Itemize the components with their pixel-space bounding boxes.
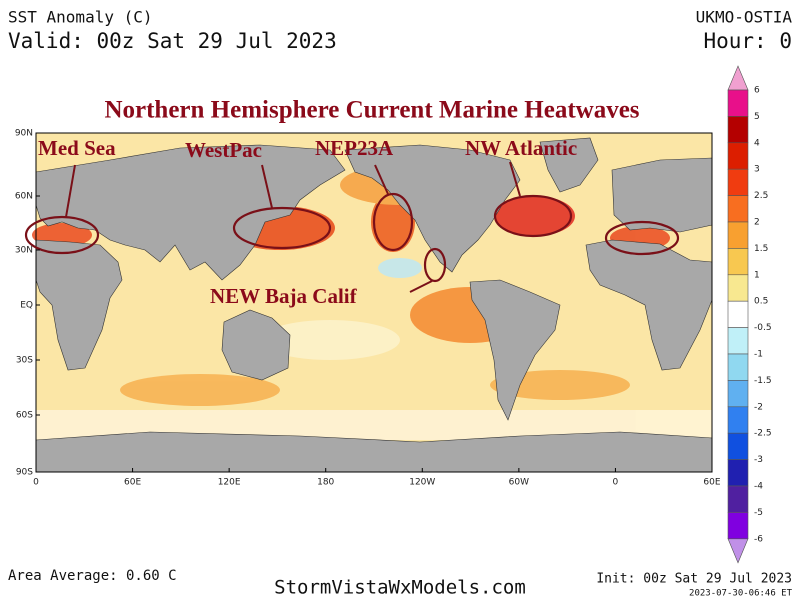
colorbar-bin <box>727 327 749 355</box>
init-time: Init: 00z Sat 29 Jul 2023 <box>596 572 792 587</box>
colorbar-bin <box>727 432 749 460</box>
lat-label: EQ <box>20 301 33 311</box>
source: UKMO-OSTIA <box>696 8 793 27</box>
colorbar-label: -2.5 <box>754 429 772 439</box>
colorbar-bin <box>727 168 749 196</box>
colorbar-label: -6 <box>754 534 763 544</box>
lon-label: 0 <box>33 478 39 488</box>
colorbar-bin <box>727 485 749 513</box>
lon-label: 60W <box>509 478 529 488</box>
colorbar-label: 6 <box>754 86 760 96</box>
map <box>24 132 713 473</box>
colorbar-label: 2.5 <box>754 191 768 201</box>
colorbar-label: -0.5 <box>754 323 772 333</box>
colorbar-bin <box>727 380 749 408</box>
colorbar-label: 1 <box>754 270 760 280</box>
header-title: SST Anomaly (C) <box>8 8 153 27</box>
region-label: NW Atlantic <box>465 136 577 160</box>
annotation-title: Northern Hemisphere Current Marine Heatw… <box>104 97 639 124</box>
lon-label: 0 <box>613 478 619 488</box>
lon-label: 120E <box>218 478 241 488</box>
colorbar-label: -5 <box>754 508 763 518</box>
colorbar-label: 2 <box>754 218 760 228</box>
colorbar-bin <box>727 142 749 170</box>
site-name: StormVistaWxModels.com <box>274 577 526 599</box>
colorbar-label: 0.5 <box>754 297 768 307</box>
colorbar-bin <box>727 89 749 117</box>
colorbar-bin <box>727 459 749 487</box>
colorbar-label: -1.5 <box>754 376 772 386</box>
region-label: NEW Baja Calif <box>210 284 358 308</box>
colorbar-label: -4 <box>754 482 763 492</box>
colorbar-bin <box>727 353 749 381</box>
area-average: Area Average: 0.60 C <box>8 568 177 584</box>
colorbar: 6 5 4 3 2.5 2 1.5 1 0.5 -0.5 -1 -1.5 -2 -2.5 -3 -4 -5 -6 <box>727 65 772 564</box>
map-frame <box>35 132 713 473</box>
colorbar-label: 1.5 <box>754 244 768 254</box>
colorbar-bin <box>727 512 749 540</box>
lon-label: 180 <box>317 478 334 488</box>
heatwave-rings <box>24 161 680 293</box>
colorbar-label: 5 <box>754 112 760 122</box>
lat-label: 60N <box>15 192 33 202</box>
valid-time: Valid: 00z Sat 29 Jul 2023 <box>8 29 337 53</box>
colorbar-label: 3 <box>754 165 760 175</box>
colorbar-bin <box>727 221 749 249</box>
land <box>35 137 713 473</box>
lat-label: 30N <box>15 246 33 256</box>
lat-label: 90S <box>16 468 33 478</box>
lon-label: 60E <box>124 478 141 488</box>
colorbar-bin <box>727 406 749 434</box>
lat-label: 90N <box>15 129 33 139</box>
region-label: Med Sea <box>38 136 116 160</box>
colorbar-bin <box>727 274 749 302</box>
colorbar-label: -3 <box>754 455 763 465</box>
colorbar-bin <box>727 248 749 276</box>
timestamp: 2023-07-30-06:46 ET <box>689 589 793 599</box>
colorbar-cap <box>727 65 749 91</box>
colorbar-bin <box>727 195 749 223</box>
region-label: WestPac <box>185 138 262 162</box>
colorbar-bin <box>727 300 749 328</box>
colorbar-label: 4 <box>754 138 760 148</box>
hour: Hour: 0 <box>703 29 792 53</box>
colorbar-label: -1 <box>754 350 763 360</box>
colorbar-cap <box>727 538 749 564</box>
region-label: NEP23A <box>315 136 394 160</box>
lat-label: 30S <box>16 356 33 366</box>
lon-label: 120W <box>409 478 435 488</box>
colorbar-bin <box>727 116 749 144</box>
colorbar-label: -2 <box>754 402 763 412</box>
lon-label: 60E <box>703 478 720 488</box>
lat-label: 60S <box>16 411 33 421</box>
